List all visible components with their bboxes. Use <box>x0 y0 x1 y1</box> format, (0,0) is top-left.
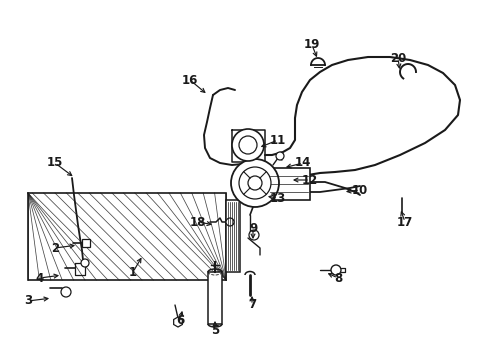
Bar <box>82 239 90 247</box>
Text: 13: 13 <box>270 192 286 204</box>
Text: 3: 3 <box>24 294 32 307</box>
Circle shape <box>239 136 257 154</box>
Circle shape <box>276 152 284 160</box>
Circle shape <box>81 259 89 267</box>
Circle shape <box>226 218 234 226</box>
Text: 7: 7 <box>248 298 256 311</box>
Circle shape <box>232 129 264 161</box>
Text: 16: 16 <box>182 73 198 86</box>
Text: 1: 1 <box>129 266 137 279</box>
Bar <box>208 272 222 324</box>
Text: 11: 11 <box>270 134 286 147</box>
Text: 19: 19 <box>304 39 320 51</box>
Text: 2: 2 <box>51 242 59 255</box>
Polygon shape <box>173 317 182 327</box>
Text: 5: 5 <box>211 324 219 337</box>
Circle shape <box>61 287 71 297</box>
Circle shape <box>239 167 271 199</box>
Circle shape <box>248 176 262 190</box>
Text: 4: 4 <box>36 271 44 284</box>
Text: 9: 9 <box>249 221 257 234</box>
Text: 12: 12 <box>302 174 318 186</box>
Circle shape <box>249 230 259 240</box>
Circle shape <box>231 159 279 207</box>
Text: 18: 18 <box>190 216 206 229</box>
Bar <box>226 200 240 272</box>
Circle shape <box>331 265 341 275</box>
Text: 20: 20 <box>390 51 406 64</box>
Text: 15: 15 <box>47 157 63 170</box>
Bar <box>28 193 226 280</box>
Text: 6: 6 <box>176 314 184 327</box>
Text: 17: 17 <box>397 216 413 229</box>
Text: 10: 10 <box>352 184 368 197</box>
Text: 14: 14 <box>295 157 311 170</box>
Text: 8: 8 <box>334 271 342 284</box>
Bar <box>268 168 310 200</box>
